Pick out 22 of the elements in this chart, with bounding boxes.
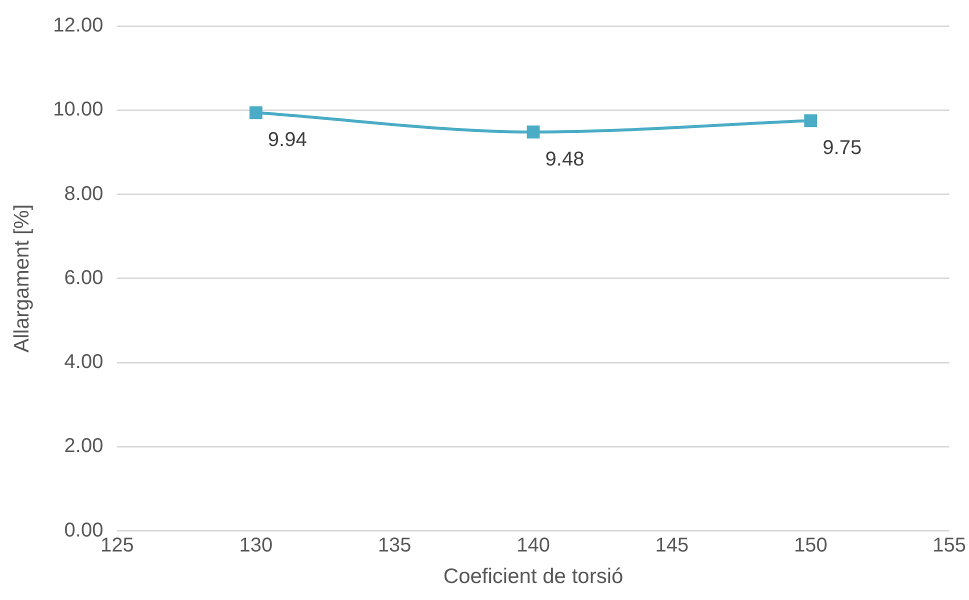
y-tick-label: 12.00 [53,14,104,37]
y-tick-label: 2.00 [64,435,104,458]
y-axis-title: Allargament [%] [10,204,34,353]
x-tick-label: 125 [100,534,134,556]
point [249,106,262,120]
x-tick-label: 135 [378,534,412,556]
x-tick-label: 130 [239,534,273,556]
x-tick-label: 155 [932,534,966,556]
x-axis-title: Coeficient de torsió [443,565,624,588]
y-tick-label: 0.00 [64,519,104,542]
point [526,126,540,138]
x-tick-label: 145 [655,534,689,556]
x-tick-label: 140 [516,534,550,556]
point [804,114,818,128]
y-tick-label: 10.00 [53,98,104,121]
y-tick-label: 4.00 [64,351,104,374]
y-tick-label: 8.00 [64,182,104,205]
data-label: 9.75 [822,137,862,160]
data-label: 9.94 [268,129,307,152]
x-tick-label: 150 [794,534,828,556]
y-tick-label: 6.00 [64,266,104,289]
data-label: 9.48 [545,148,584,171]
